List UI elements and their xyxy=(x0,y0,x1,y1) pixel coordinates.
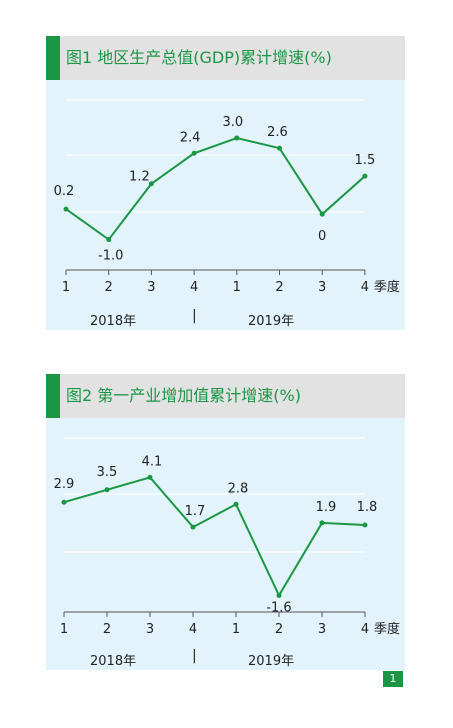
data-point xyxy=(276,592,282,598)
data-point xyxy=(106,237,112,243)
header-accent-bar xyxy=(46,36,60,80)
x-tick-label: 2 xyxy=(103,622,111,637)
chart-body: 1 2 3 4 1 2 3 4 季度 2.9 3.5 4.1 1.7 2.8 -1.6 1.9 1.8 2018… xyxy=(46,418,405,670)
year-separator: | xyxy=(192,648,197,664)
data-point xyxy=(63,206,69,212)
x-tick-label: 2 xyxy=(275,280,283,295)
chart-title: 图1 地区生产总值(GDP)累计增速(%) xyxy=(66,48,332,67)
data-point xyxy=(362,522,368,528)
x-tick-label: 1 xyxy=(62,280,70,295)
data-label: 4.1 xyxy=(142,454,163,469)
x-tick-label: 1 xyxy=(233,280,241,295)
chart-header: 图1 地区生产总值(GDP)累计增速(%) xyxy=(46,36,405,80)
year-label-2019: 2019年 xyxy=(248,314,295,329)
x-tick-label: 4 xyxy=(189,622,197,637)
data-label: 1.5 xyxy=(355,153,376,168)
data-label: 0.2 xyxy=(54,184,75,199)
data-label: 3.5 xyxy=(97,465,118,480)
year-footer: 2018年 | 2019年 xyxy=(46,648,405,670)
series-line xyxy=(63,476,366,598)
gdp-line-chart: 1 2 3 4 1 2 3 4 季度 0.2 -1.0 1.2 2.4 3.0 2.6 0 1.5 xyxy=(54,99,400,295)
x-tick-label: 1 xyxy=(60,622,68,637)
data-label: -1.6 xyxy=(266,600,291,615)
x-tick-label: 3 xyxy=(318,622,326,637)
data-point xyxy=(61,499,67,505)
year-label-2019: 2019年 xyxy=(248,654,295,669)
header-accent-bar xyxy=(46,374,60,418)
data-label: 3.0 xyxy=(222,115,243,130)
chart-header: 图2 第一产业增加值累计增速(%) xyxy=(46,374,405,418)
data-point xyxy=(362,173,368,179)
data-point xyxy=(233,501,239,507)
x-tick-label: 3 xyxy=(146,622,154,637)
year-label-2018: 2018年 xyxy=(90,654,137,669)
data-point xyxy=(319,520,325,526)
primary-industry-chart-panel: 图2 第一产业增加值累计增速(%) 1 2 3 4 1 2 3 4 季度 2.9 3.5 4.1 1.7… xyxy=(46,374,405,670)
x-axis-unit-label: 季度 xyxy=(374,279,400,295)
data-point xyxy=(148,181,154,187)
data-label: 1.8 xyxy=(357,500,378,515)
data-label: 2.8 xyxy=(228,481,249,496)
data-label: 0 xyxy=(318,229,326,244)
x-tick-label: 4 xyxy=(190,280,198,295)
page-number: 1 xyxy=(383,671,403,687)
data-point xyxy=(147,474,153,480)
year-separator: | xyxy=(192,308,197,324)
data-point xyxy=(190,524,196,530)
chart-title: 图2 第一产业增加值累计增速(%) xyxy=(66,386,301,405)
data-label: 1.2 xyxy=(129,170,150,185)
primary-industry-line-chart: 1 2 3 4 1 2 3 4 季度 2.9 3.5 4.1 1.7 2.8 -1.6 1.9 1.8 xyxy=(54,437,400,637)
x-tick-label: 2 xyxy=(275,622,283,637)
year-footer: 2018年 | 2019年 xyxy=(46,308,405,330)
x-tick-label: 1 xyxy=(232,622,240,637)
x-tick-label: 2 xyxy=(105,280,113,295)
data-point xyxy=(277,145,282,151)
data-point xyxy=(234,135,240,141)
data-point xyxy=(191,150,197,156)
gdp-chart-panel: 图1 地区生产总值(GDP)累计增速(%) 1 2 3 4 1 2 3 4 季度 0.2 -1.0 1… xyxy=(46,36,405,330)
data-point xyxy=(319,211,325,217)
x-tick-label: 3 xyxy=(147,280,155,295)
data-label: 2.6 xyxy=(267,125,288,140)
series-line xyxy=(65,137,366,241)
x-tick-label: 3 xyxy=(318,280,326,295)
data-label: 1.7 xyxy=(185,504,206,519)
data-label: 2.9 xyxy=(54,477,75,492)
chart-body: 1 2 3 4 1 2 3 4 季度 0.2 -1.0 1.2 2.4 3.0 2.6 0 1.5 2018年 … xyxy=(46,80,405,330)
data-label: 2.4 xyxy=(180,130,201,145)
data-label: -1.0 xyxy=(98,249,123,264)
x-tick-label: 4 xyxy=(361,622,369,637)
x-axis-unit-label: 季度 xyxy=(374,621,400,637)
x-tick-label: 4 xyxy=(361,280,369,295)
data-point xyxy=(104,487,110,493)
year-label-2018: 2018年 xyxy=(90,314,137,329)
data-label: 1.9 xyxy=(316,500,337,515)
